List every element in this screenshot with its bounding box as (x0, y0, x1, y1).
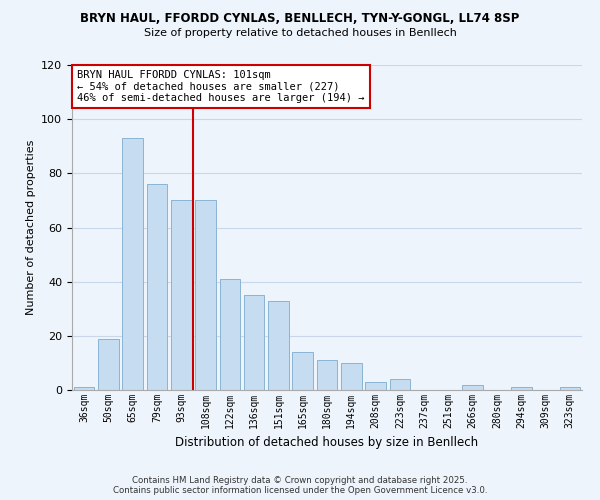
Text: BRYN HAUL, FFORDD CYNLAS, BENLLECH, TYN-Y-GONGL, LL74 8SP: BRYN HAUL, FFORDD CYNLAS, BENLLECH, TYN-… (80, 12, 520, 26)
Bar (146, 184, 167, 390)
Bar (511, 388, 532, 390)
Bar (195, 200, 216, 390)
Bar (244, 295, 265, 390)
X-axis label: Distribution of detached houses by size in Benllech: Distribution of detached houses by size … (175, 436, 479, 450)
Bar (292, 352, 313, 390)
Y-axis label: Number of detached properties: Number of detached properties (26, 140, 35, 315)
Bar (365, 382, 386, 390)
Bar (122, 138, 143, 390)
Bar (98, 338, 119, 390)
Text: BRYN HAUL FFORDD CYNLAS: 101sqm
← 54% of detached houses are smaller (227)
46% o: BRYN HAUL FFORDD CYNLAS: 101sqm ← 54% of… (77, 70, 365, 103)
Bar (268, 300, 289, 390)
Bar (389, 379, 410, 390)
Text: Size of property relative to detached houses in Benllech: Size of property relative to detached ho… (143, 28, 457, 38)
Bar (560, 388, 580, 390)
Text: Contains HM Land Registry data © Crown copyright and database right 2025.
Contai: Contains HM Land Registry data © Crown c… (113, 476, 487, 495)
Bar (317, 360, 337, 390)
Bar (220, 279, 240, 390)
Bar (463, 384, 483, 390)
Bar (74, 388, 94, 390)
Bar (171, 200, 191, 390)
Bar (341, 363, 362, 390)
